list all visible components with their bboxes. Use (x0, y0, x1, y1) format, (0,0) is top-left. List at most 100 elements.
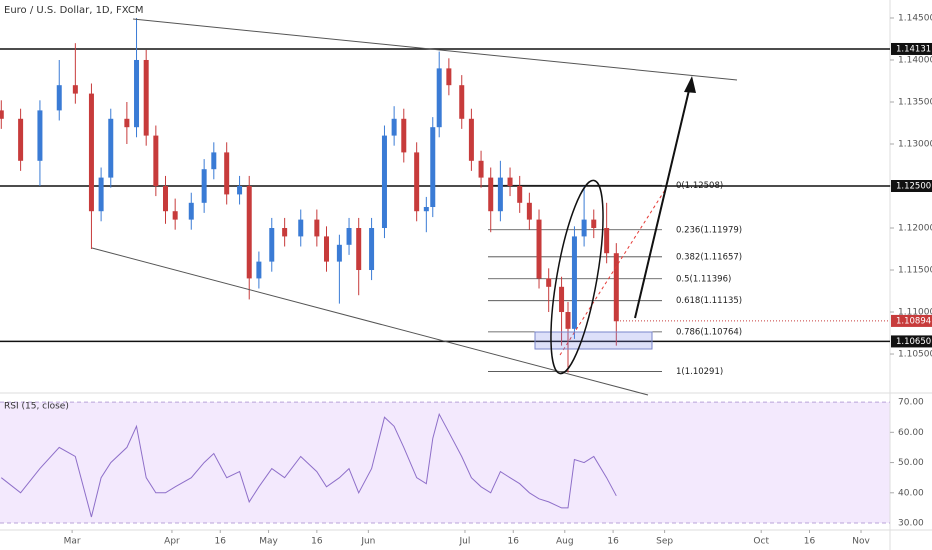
y-tick-label: 1.11000 (898, 308, 932, 318)
candle-body (565, 312, 571, 329)
last-price-label: 1.10894 (896, 316, 931, 326)
candle-body (172, 211, 178, 220)
candle-body (423, 207, 429, 212)
rsi-tick-label: 70.00 (898, 398, 924, 408)
y-tick-label: 1.14000 (898, 55, 932, 65)
candle-body (124, 118, 130, 128)
x-tick-label: Apr (164, 537, 180, 547)
fib-label: 0.382(1.11657) (676, 252, 742, 262)
fib-trend-line (559, 189, 666, 356)
highlight-ellipse (550, 179, 604, 375)
candle-body (391, 118, 397, 136)
candle-body (430, 127, 436, 208)
candle-body (224, 152, 230, 195)
x-tick-label: Aug (556, 537, 574, 547)
candle-body (211, 152, 217, 170)
x-tick-label: 16 (311, 537, 323, 547)
level-tag-label: 1.14131 (896, 44, 931, 54)
level-tag-label: 1.12500 (896, 182, 931, 192)
candle-body (507, 177, 513, 187)
candle-body (571, 236, 577, 329)
candle-body (237, 186, 243, 195)
y-tick-label: 1.13000 (898, 139, 932, 149)
candle-body (336, 244, 342, 262)
candle-body (559, 286, 565, 313)
upper-trendline (132, 18, 738, 81)
candle-body (314, 219, 320, 237)
level-tag (891, 180, 932, 193)
x-tick-label: May (259, 537, 278, 547)
last-price-tag (891, 314, 932, 327)
fib-label: 0.5(1.11396) (676, 274, 731, 284)
candle-body (282, 228, 288, 237)
candle-body (56, 85, 62, 111)
candle-body (72, 85, 78, 94)
x-tick-label: Sep (656, 537, 673, 547)
fib-label: 0.236(1.11979) (676, 225, 742, 235)
y-tick-label: 1.11500 (898, 266, 932, 276)
candle-body (134, 59, 140, 128)
candle-body (497, 177, 503, 212)
x-tick-label: 16 (215, 537, 227, 547)
candle-body (446, 68, 452, 86)
level-tag (891, 335, 932, 348)
candle-body (188, 202, 194, 220)
candle-body (143, 59, 149, 136)
candle-body (356, 228, 362, 271)
candle-body (324, 236, 330, 262)
fib-label: 1(1.10291) (676, 367, 723, 377)
candle-body (369, 228, 375, 271)
candle-body (414, 152, 420, 212)
candle-body (269, 228, 275, 262)
candle-body (346, 228, 352, 245)
candle-body (459, 85, 465, 119)
candle-body (18, 118, 24, 161)
candle-body (98, 177, 104, 212)
x-tick-label: 16 (804, 537, 816, 547)
candle-body (488, 177, 494, 212)
level-tag-label: 1.10650 (896, 337, 931, 347)
candle-body (591, 219, 597, 229)
x-tick-label: Jul (459, 537, 471, 547)
candle-body (526, 202, 532, 220)
candle-body (604, 228, 610, 254)
candle-body (546, 278, 552, 287)
candle-body (163, 186, 169, 212)
candle-body (88, 93, 94, 212)
candle-body (298, 219, 304, 237)
level-tag (891, 42, 932, 55)
rsi-tick-label: 50.00 (898, 458, 924, 468)
x-tick-label: 16 (508, 537, 520, 547)
x-tick-label: Nov (852, 537, 870, 547)
candle-body (613, 253, 619, 322)
candle-body (256, 261, 262, 279)
rsi-tick-label: 60.00 (898, 428, 924, 438)
rsi-band (0, 402, 890, 523)
candle-body (201, 169, 207, 203)
candle-body (581, 219, 587, 237)
chart-title: Euro / U.S. Dollar, 1D, FXCM (4, 5, 143, 16)
rsi-line (0, 412, 617, 518)
x-tick-label: Mar (64, 537, 81, 547)
candle-body (246, 186, 252, 279)
candle-body (517, 186, 523, 203)
candle-body (478, 160, 484, 178)
candle-body (536, 219, 542, 279)
rsi-tick-label: 40.00 (898, 488, 924, 498)
candle-body (108, 118, 114, 178)
candle-body (401, 118, 407, 153)
rsi-tick-label: 30.00 (898, 519, 924, 529)
rsi-label: RSI (15, close) (4, 402, 69, 412)
x-tick-label: Oct (753, 537, 769, 547)
candle-body (153, 135, 159, 187)
demand-zone (534, 331, 653, 350)
y-tick-label: 1.10500 (898, 350, 932, 360)
marks: 1.14500 1.14000 1.13500 1.13000 1.12500 1.120… (0, 13, 932, 547)
candle-body (0, 110, 4, 119)
x-tick-label: 16 (607, 537, 619, 547)
fib-label: 0.786(1.10764) (676, 327, 742, 337)
x-tick-label: Jun (360, 537, 375, 547)
projection-arrow (634, 85, 691, 319)
y-tick-label: 1.12000 (898, 224, 932, 234)
